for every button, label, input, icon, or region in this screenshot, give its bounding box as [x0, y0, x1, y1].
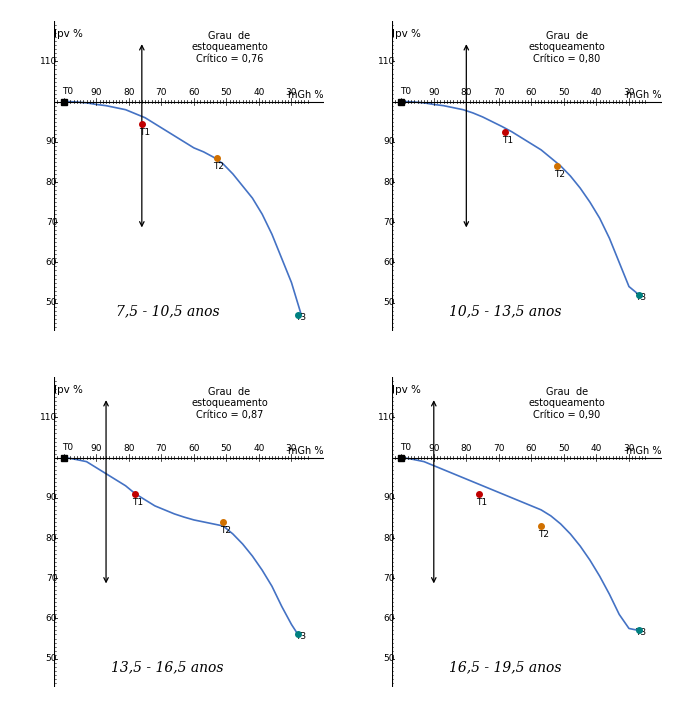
Text: 60: 60 [526, 444, 537, 453]
Text: 40: 40 [591, 88, 602, 97]
Text: 70: 70 [156, 444, 167, 453]
Text: 70: 70 [383, 573, 395, 583]
Text: T1: T1 [502, 136, 513, 145]
Text: 50: 50 [221, 88, 232, 97]
Text: 50: 50 [221, 444, 232, 453]
Text: 60: 60 [383, 258, 395, 267]
Text: 110: 110 [377, 57, 395, 66]
Text: T1: T1 [132, 498, 143, 507]
Text: 60: 60 [188, 444, 200, 453]
Text: Ipv %: Ipv % [392, 385, 421, 395]
Text: 80: 80 [460, 88, 472, 97]
Text: 30: 30 [286, 444, 297, 453]
Text: 30: 30 [623, 444, 634, 453]
Text: 40: 40 [253, 88, 265, 97]
Text: 30: 30 [286, 88, 297, 97]
Text: 50: 50 [383, 654, 395, 663]
Text: 50: 50 [46, 298, 57, 307]
Text: T1: T1 [138, 127, 150, 137]
Text: T3: T3 [295, 632, 306, 641]
Text: 90: 90 [46, 493, 57, 502]
Text: 40: 40 [253, 444, 265, 453]
Text: T0: T0 [400, 86, 411, 96]
Text: 70: 70 [156, 88, 167, 97]
Text: 50: 50 [558, 444, 570, 453]
Text: 70: 70 [493, 444, 505, 453]
Text: Ipv %: Ipv % [392, 29, 421, 39]
Text: 60: 60 [188, 88, 200, 97]
Text: 70: 70 [46, 573, 57, 583]
Text: 13,5 - 16,5 anos: 13,5 - 16,5 anos [111, 661, 223, 675]
Text: T0: T0 [400, 442, 411, 452]
Text: T1: T1 [476, 498, 487, 507]
Text: Grau  de
estoqueamento
Crítico = 0,90: Grau de estoqueamento Crítico = 0,90 [529, 387, 605, 420]
Text: 50: 50 [46, 654, 57, 663]
Text: 10,5 - 13,5 anos: 10,5 - 13,5 anos [449, 304, 561, 319]
Text: 60: 60 [526, 88, 537, 97]
Text: 70: 70 [383, 218, 395, 227]
Text: Ipv %: Ipv % [54, 385, 83, 395]
Text: 50: 50 [558, 88, 570, 97]
Text: 16,5 - 19,5 anos: 16,5 - 19,5 anos [449, 661, 561, 675]
Text: Grau  de
estoqueamento
Crítico = 0,87: Grau de estoqueamento Crítico = 0,87 [191, 387, 268, 420]
Text: mGh %: mGh % [626, 90, 662, 100]
Text: 50: 50 [383, 298, 395, 307]
Text: mGh %: mGh % [288, 445, 324, 456]
Text: 80: 80 [383, 534, 395, 542]
Text: 30: 30 [623, 88, 634, 97]
Text: T0: T0 [62, 86, 74, 96]
Text: 80: 80 [46, 178, 57, 186]
Text: T2: T2 [554, 170, 565, 179]
Text: 80: 80 [123, 444, 134, 453]
Text: 60: 60 [46, 614, 57, 623]
Text: T3: T3 [295, 313, 306, 321]
Text: T2: T2 [538, 530, 549, 539]
Text: T0: T0 [62, 442, 74, 452]
Text: 90: 90 [90, 88, 102, 97]
Text: 90: 90 [383, 493, 395, 502]
Text: T3: T3 [635, 292, 647, 302]
Text: 90: 90 [90, 444, 102, 453]
Text: 90: 90 [428, 88, 439, 97]
Text: 7,5 - 10,5 anos: 7,5 - 10,5 anos [115, 304, 219, 319]
Text: 90: 90 [383, 137, 395, 147]
Text: 80: 80 [460, 444, 472, 453]
Text: 90: 90 [428, 444, 439, 453]
Text: 40: 40 [591, 444, 602, 453]
Text: 110: 110 [40, 57, 57, 66]
Text: 60: 60 [383, 614, 395, 623]
Text: T2: T2 [213, 162, 224, 171]
Text: 80: 80 [46, 534, 57, 542]
Text: 70: 70 [493, 88, 505, 97]
Text: 80: 80 [383, 178, 395, 186]
Text: T3: T3 [635, 629, 647, 637]
Text: Grau  de
estoqueamento
Crítico = 0,76: Grau de estoqueamento Crítico = 0,76 [191, 30, 268, 64]
Text: Grau  de
estoqueamento
Crítico = 0,80: Grau de estoqueamento Crítico = 0,80 [529, 30, 605, 64]
Text: 110: 110 [377, 413, 395, 422]
Text: mGh %: mGh % [288, 90, 324, 100]
Text: Ipv %: Ipv % [54, 29, 83, 39]
Text: mGh %: mGh % [626, 445, 662, 456]
Text: 90: 90 [46, 137, 57, 147]
Text: 70: 70 [46, 218, 57, 227]
Text: 110: 110 [40, 413, 57, 422]
Text: 80: 80 [123, 88, 134, 97]
Text: T2: T2 [220, 526, 231, 535]
Text: 60: 60 [46, 258, 57, 267]
